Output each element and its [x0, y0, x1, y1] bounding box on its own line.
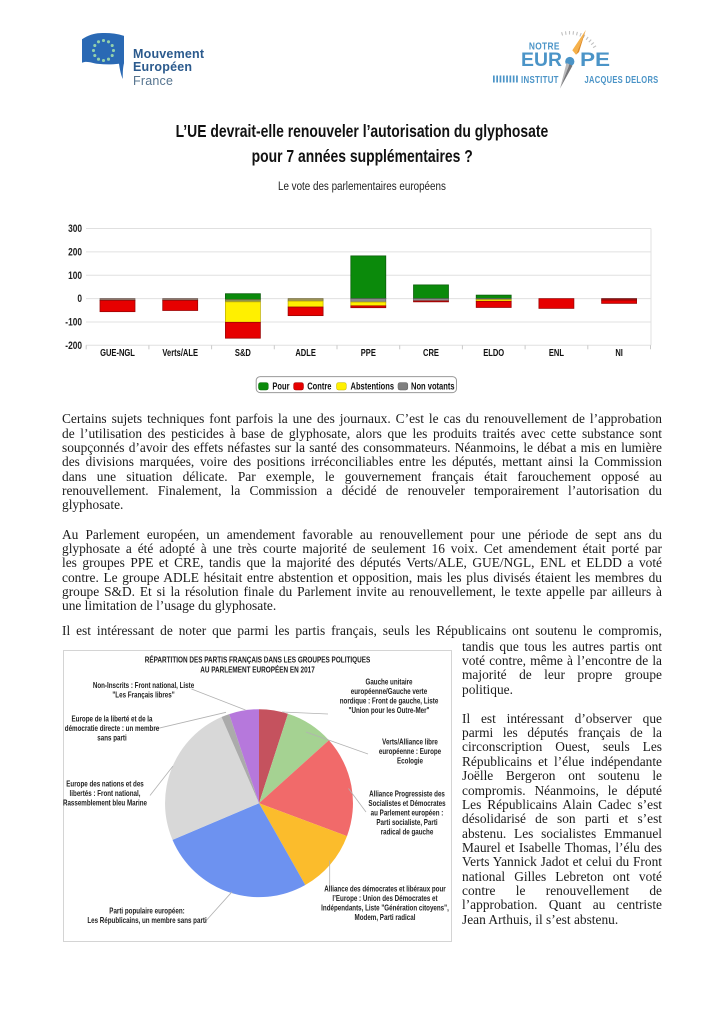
svg-text:Non-Inscrits : Front national,: Non-Inscrits : Front national, Liste [93, 681, 194, 690]
svg-text:ENL: ENL [549, 347, 564, 358]
svg-text:GUE-NGL: GUE-NGL [100, 347, 135, 358]
svg-text:Les Républicains, un membre sa: Les Républicains, un membre sans parti [87, 916, 206, 925]
svg-text:100: 100 [68, 270, 82, 282]
svg-text:PE: PE [580, 49, 610, 70]
svg-text:ELDO: ELDO [483, 347, 504, 358]
svg-text:"Union pour les Outre-Mer": "Union pour les Outre-Mer" [349, 706, 430, 715]
svg-text:"Les Français libres": "Les Français libres" [112, 691, 174, 700]
svg-text:Ecologie: Ecologie [397, 757, 423, 766]
svg-text:ADLE: ADLE [295, 347, 316, 358]
svg-text:200: 200 [68, 246, 82, 258]
svg-text:EUR: EUR [521, 49, 562, 71]
svg-text:au Parlement européen :: au Parlement européen : [371, 809, 444, 818]
svg-text:PPE: PPE [361, 347, 376, 358]
svg-text:Non votants: Non votants [411, 380, 455, 391]
svg-text:-200: -200 [65, 340, 82, 352]
svg-text:Verts/ALE: Verts/ALE [162, 347, 198, 358]
svg-text:Europe de la liberté et de la: Europe de la liberté et de la [72, 715, 154, 724]
svg-text:Alliance Progressiste des: Alliance Progressiste des [369, 790, 445, 799]
svg-text:INSTITUT: INSTITUT [521, 74, 559, 85]
svg-text:Gauche unitaire: Gauche unitaire [365, 678, 412, 687]
svg-text:Europe des nations et des: Europe des nations et des [66, 780, 143, 789]
svg-text:Verts/Alliance libre: Verts/Alliance libre [382, 738, 438, 747]
svg-text:radical de gauche: radical de gauche [381, 828, 434, 837]
svg-text:300: 300 [68, 223, 82, 235]
svg-text:Pour: Pour [272, 380, 290, 391]
svg-text:libertés : Front national,: libertés : Front national, [70, 789, 141, 798]
svg-text:Abstentions: Abstentions [351, 380, 395, 391]
svg-text:JACQUES DELORS: JACQUES DELORS [585, 74, 659, 85]
svg-text:S&D: S&D [235, 347, 251, 358]
svg-text:démocratie directe : un membre: démocratie directe : un membre [65, 724, 159, 733]
svg-text:CRE: CRE [423, 347, 439, 358]
svg-text:Parti socialiste, Parti: Parti socialiste, Parti [376, 818, 437, 827]
svg-text:l’Europe : Union des Démocrate: l’Europe : Union des Démocrates et [332, 894, 438, 903]
svg-text:Socialistes et Démocrates: Socialistes et Démocrates [368, 799, 445, 808]
svg-text:européenne/Gauche verte: européenne/Gauche verte [351, 687, 427, 696]
svg-text:0: 0 [77, 293, 82, 305]
svg-text:NI: NI [615, 347, 623, 358]
svg-text:Indépendants, Liste "Génératio: Indépendants, Liste "Génération citoyens… [321, 904, 449, 913]
svg-text:RÉPARTITION DES PARTIS FRANÇAI: RÉPARTITION DES PARTIS FRANÇAIS DANS LES… [145, 655, 371, 665]
svg-text:Rassemblement bleu Marine: Rassemblement bleu Marine [63, 799, 147, 808]
svg-text:Alliance des démocrates et lib: Alliance des démocrates et libéraux pour [324, 885, 446, 894]
svg-text:Contre: Contre [307, 380, 331, 391]
svg-text:AU PARLEMENT EUROPÉEN EN 2017: AU PARLEMENT EUROPÉEN EN 2017 [200, 665, 315, 675]
svg-text:Parti populaire européen:: Parti populaire européen: [109, 907, 184, 916]
svg-text:Modem, Parti radical: Modem, Parti radical [355, 913, 416, 922]
svg-text:NOTRE: NOTRE [529, 41, 560, 52]
svg-text:sans parti: sans parti [97, 734, 126, 743]
svg-text:européenne : Europe: européenne : Europe [379, 747, 441, 756]
svg-text:-100: -100 [65, 316, 82, 328]
svg-text:nordique : Front de gauche, Li: nordique : Front de gauche, Liste [340, 697, 439, 706]
